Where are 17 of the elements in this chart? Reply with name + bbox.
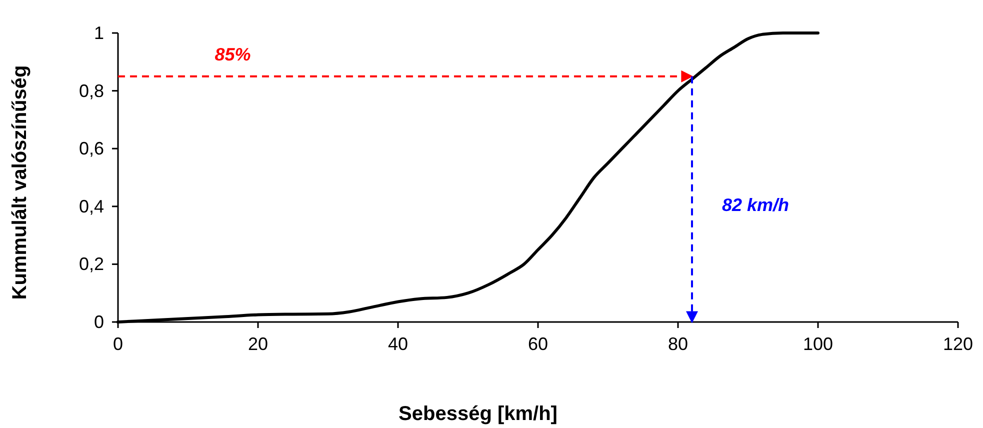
y-tick-label: 0,2 (78, 254, 104, 274)
ref-line-label: 82 km/h (722, 195, 790, 216)
y-tick-label: 0,6 (78, 138, 104, 159)
x-tick-label: 20 (248, 334, 268, 354)
y-tick-label: 0,4 (78, 196, 104, 216)
y-tick-label: 1 (94, 23, 104, 43)
x-axis-title: Sebesség [km/h] (398, 403, 558, 425)
y-tick-label: 0 (94, 312, 104, 332)
x-tick-label: 100 (802, 334, 834, 354)
x-tick-label: 0 (112, 334, 124, 354)
ref-line-label: 85% (214, 44, 251, 64)
x-tick-label: 80 (668, 334, 688, 354)
y-axis-title: Kummulált valószínűség (9, 65, 31, 300)
y-tick-label: 0,8 (78, 80, 104, 101)
x-tick-label: 60 (528, 334, 548, 354)
x-tick-label: 120 (942, 334, 974, 354)
x-tick-label: 40 (388, 334, 408, 354)
